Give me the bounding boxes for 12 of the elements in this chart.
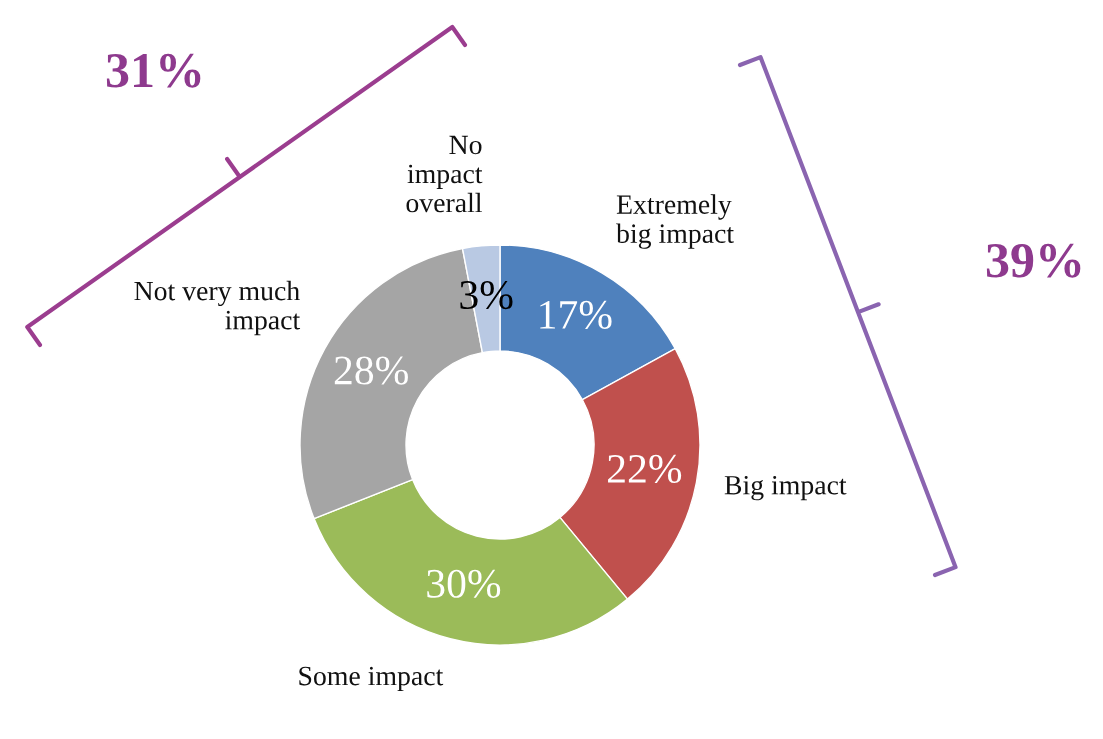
text: 39% <box>986 243 1081 278</box>
slice-label: No impact overall <box>406 135 483 213</box>
data-label: 3% <box>460 280 513 310</box>
slice-label: Big impact <box>724 475 847 501</box>
data-label: 28% <box>334 356 408 385</box>
slice-label: Extremely big impact <box>616 194 734 249</box>
text: 31% <box>106 53 201 88</box>
slice-label: Not very much impact <box>134 280 301 336</box>
data-label: 17% <box>540 300 612 330</box>
slice-label: Some impact <box>299 666 444 692</box>
data-label: 30% <box>427 569 501 598</box>
data-label: 22% <box>608 454 682 484</box>
